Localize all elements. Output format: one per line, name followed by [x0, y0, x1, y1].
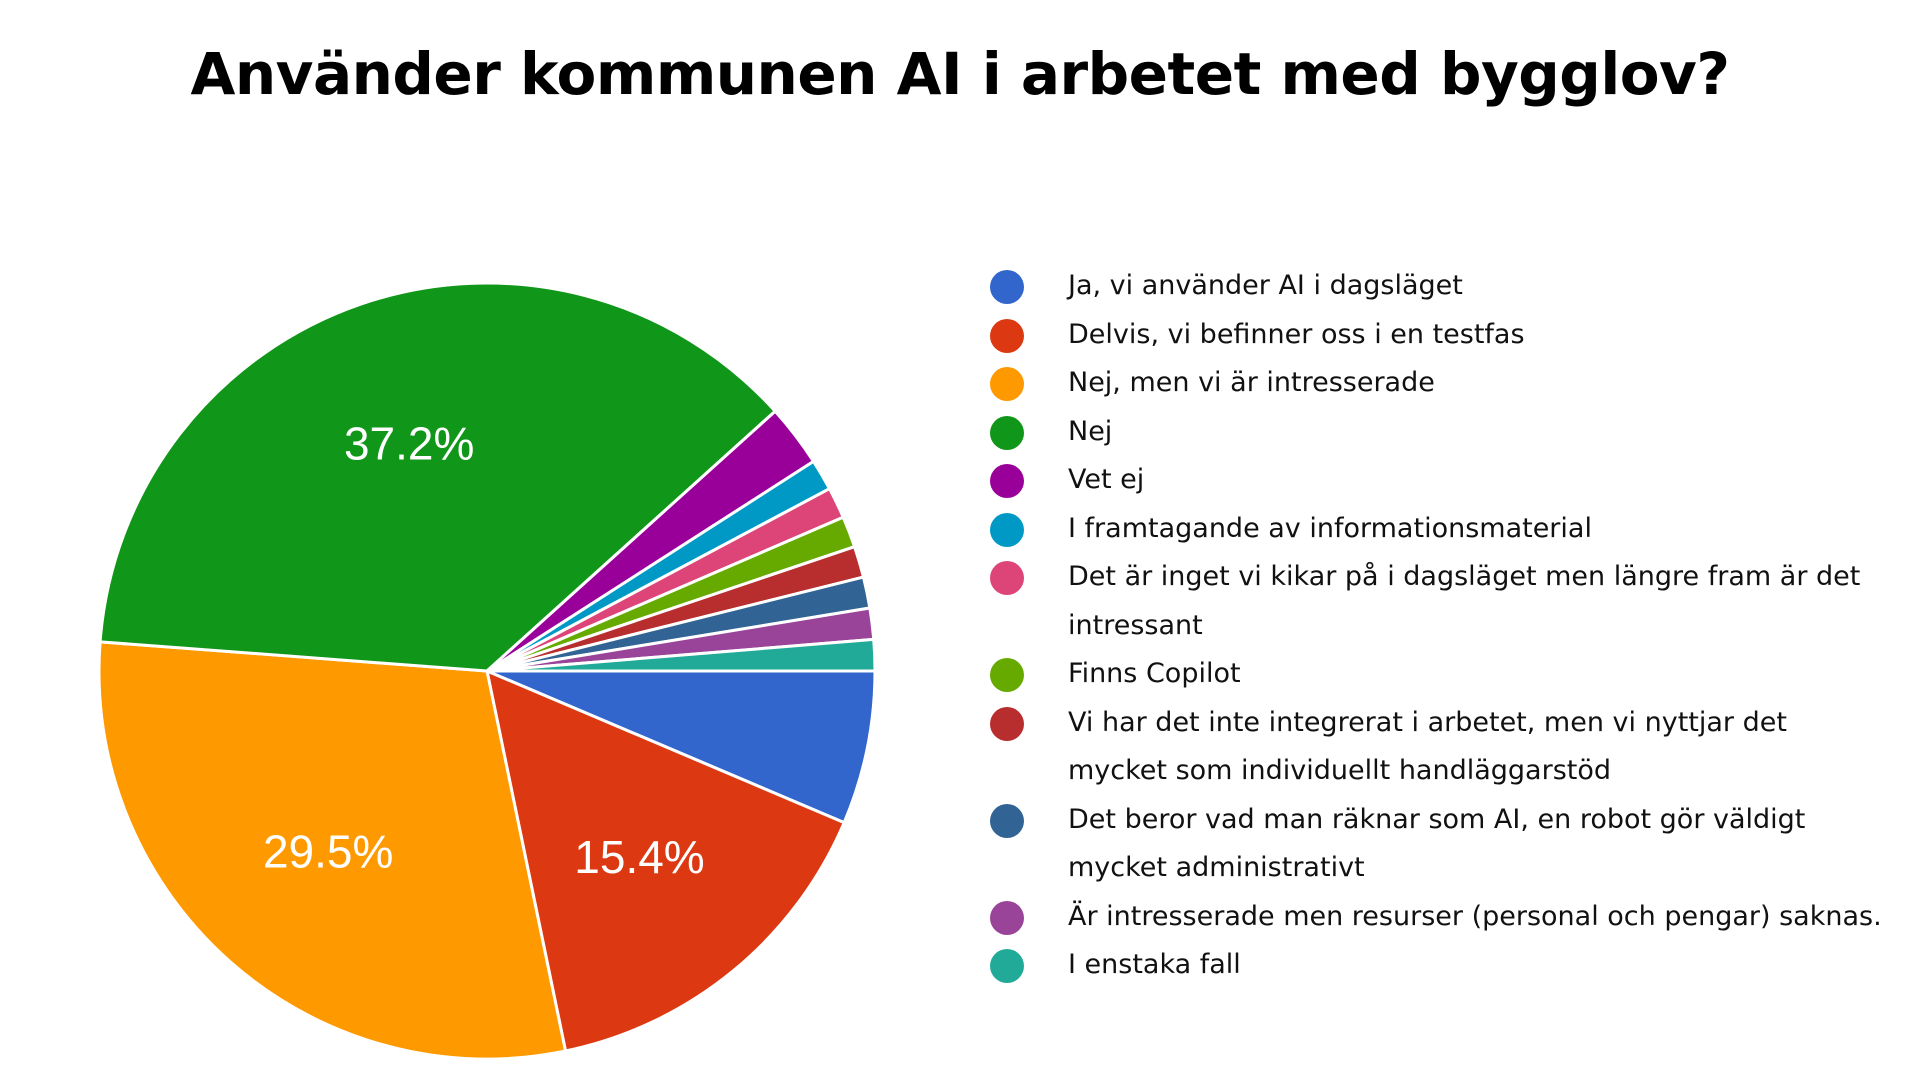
legend-swatch — [990, 803, 1024, 838]
legend-item: Delvis, vi befinner oss i en testfas — [990, 311, 1890, 360]
legend-swatch — [990, 318, 1024, 353]
legend-label: Vi har det inte integrerat i arbetet, me… — [1068, 706, 1787, 787]
legend-item: Nej, men vi är intresserade — [990, 359, 1890, 408]
legend-swatch — [990, 367, 1024, 401]
pie-data-labels: 15.4% 29.5% 37.2% — [263, 417, 705, 883]
legend-label: Vet ej — [1068, 464, 1145, 495]
legend-label: Det är inget vi kikar på i dagsläget men… — [1068, 561, 1861, 641]
legend-item: Nej — [990, 408, 1890, 457]
legend-label: Nej, men vi är intresserade — [1068, 367, 1435, 398]
legend-label: Ja, vi använder AI i dagsläget — [1068, 270, 1463, 301]
legend-item: Ja, vi använder AI i dagsläget — [990, 262, 1890, 311]
legend-swatch — [990, 270, 1024, 304]
pie-slice-4 — [98, 281, 777, 673]
legend-swatch — [990, 900, 1024, 935]
legend-item: Är intresserade men resurser (personal o… — [990, 893, 1890, 942]
pie-slices — [97, 281, 877, 1061]
pie-chart-svg: 15.4% 29.5% 37.2% — [97, 281, 877, 1061]
legend-item: Finns Copilot — [990, 650, 1890, 699]
legend-swatch — [990, 415, 1024, 450]
legend-item: I framtagande av informationsmaterial — [990, 505, 1890, 554]
legend-swatch — [990, 464, 1024, 498]
pie-data-label-3: 29.5% — [263, 826, 393, 878]
pie-slice-12 — [485, 637, 877, 673]
pie-data-label-2: 15.4% — [574, 831, 704, 883]
legend-item: Vet ej — [990, 456, 1890, 505]
legend-item: Vi har det inte integrerat i arbetet, me… — [990, 699, 1890, 796]
legend-swatch — [990, 706, 1024, 741]
pie-data-label-4: 37.2% — [344, 417, 474, 469]
legend-label: Finns Copilot — [1068, 658, 1241, 689]
legend-label: I enstaka fall — [1068, 949, 1241, 980]
legend-label: Det beror vad man räknar som AI, en robo… — [1068, 803, 1806, 884]
legend-label: Nej — [1068, 415, 1113, 447]
chart-title: Använder kommunen AI i arbetet med byggl… — [190, 40, 1730, 108]
legend-item: Det beror vad man räknar som AI, en robo… — [990, 796, 1890, 893]
legend-swatch — [990, 949, 1024, 983]
legend-swatch — [990, 658, 1024, 692]
legend-swatch — [990, 561, 1024, 595]
legend-item: I enstaka fall — [990, 941, 1890, 990]
legend-label: Delvis, vi befinner oss i en testfas — [1068, 318, 1525, 350]
pie-slice-3 — [97, 640, 568, 1061]
legend-label: I framtagande av informationsmaterial — [1068, 512, 1592, 544]
legend-swatch — [990, 512, 1024, 547]
legend: Ja, vi använder AI i dagsläget Delvis, vi… — [990, 262, 1890, 990]
legend-label: Är intresserade men resurser (personal o… — [1068, 900, 1882, 932]
pie-slice-1 — [485, 669, 877, 825]
pie-slice-2 — [485, 669, 846, 1053]
legend-item: Det är inget vi kikar på i dagsläget men… — [990, 553, 1890, 650]
pie-chart: 15.4% 29.5% 37.2% — [0, 0, 900, 1080]
